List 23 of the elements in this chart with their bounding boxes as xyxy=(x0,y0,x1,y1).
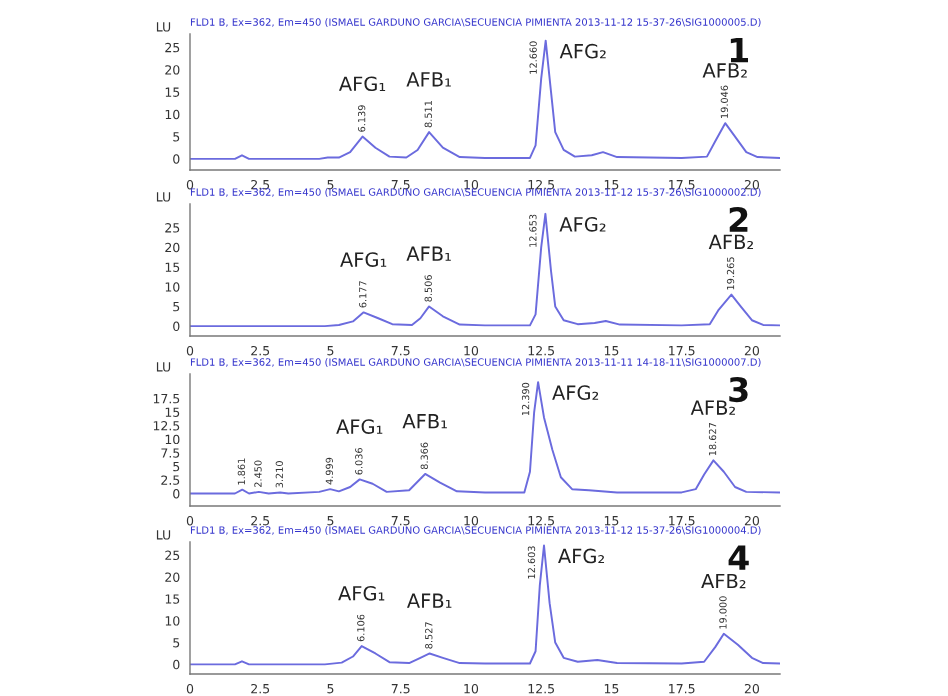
annotation: AFG₁ xyxy=(336,419,383,434)
annotation: AFG₂ xyxy=(559,216,606,232)
annotation: AFB₁ xyxy=(406,72,451,87)
annotation: AFG₂ xyxy=(559,43,606,59)
annotation: AFG₁ xyxy=(340,252,387,267)
annotation: AFB₂ xyxy=(690,400,735,415)
annotation: AFG₂ xyxy=(552,385,599,400)
annotation: AFB₁ xyxy=(402,414,447,429)
annotation: AFG₂ xyxy=(558,548,605,564)
line-series xyxy=(190,544,780,666)
line-series xyxy=(190,381,780,495)
annotation: AFB₂ xyxy=(701,573,746,589)
annotation: AFB₂ xyxy=(708,234,753,249)
annotation: AFG₁ xyxy=(338,585,385,601)
annotation: AFB₁ xyxy=(406,246,451,261)
annotation: AFB₂ xyxy=(702,63,747,78)
annotation: AFB₁ xyxy=(406,593,452,608)
annotation: 2 xyxy=(729,206,748,232)
line-series xyxy=(190,39,780,160)
annotation: 4 xyxy=(728,545,749,570)
annotation: 3 xyxy=(729,376,748,403)
annotation: 1 xyxy=(730,37,748,63)
annotation: AFG₁ xyxy=(338,76,386,92)
